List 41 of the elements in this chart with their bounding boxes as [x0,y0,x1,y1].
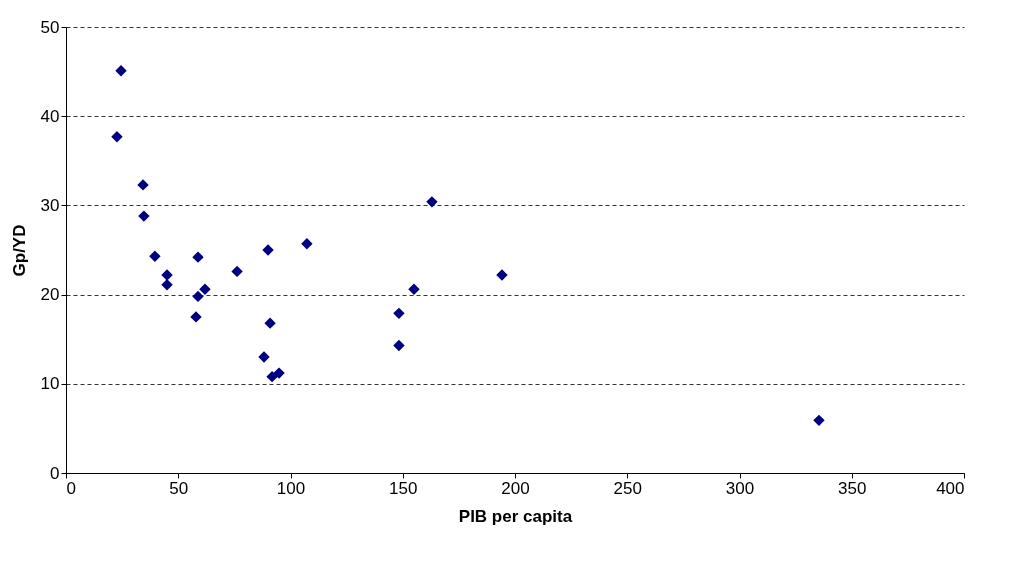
point [393,339,405,352]
point [149,250,161,262]
x-tick-label: 150 [389,478,418,498]
point [111,131,123,143]
point [408,283,420,295]
point [161,279,173,291]
x-tick-label: 100 [276,478,306,498]
point [262,244,274,256]
point [161,269,173,281]
point [190,311,202,323]
y-tick-label: 20 [40,285,60,305]
x-tick-label: 300 [725,478,755,498]
y-tick-label: 50 [40,17,60,37]
y-tick-label: 0 [50,463,60,483]
point [199,283,211,295]
y-tick-label: 40 [40,106,60,126]
x-tick-label: 200 [501,478,530,498]
point [266,370,278,383]
x-axis-title: PIB per capita [458,506,573,526]
point [138,210,150,222]
y-tick-label: 30 [40,195,60,215]
point [273,367,285,379]
x-tick-label: 400 [936,478,965,498]
point [264,317,276,329]
point [393,307,405,320]
point [258,351,270,363]
x-tick-label: 50 [169,478,189,498]
point [192,290,204,303]
x-tick-label: 350 [838,478,867,498]
x-tick-label: 250 [613,478,642,498]
y-axis-title: Gp/YD [9,224,29,277]
point [301,238,313,250]
point [496,269,508,281]
point [231,265,243,278]
point [192,251,204,263]
y-tick-label: 10 [40,374,60,394]
point [137,179,149,191]
point [426,196,438,208]
x-tick-label: 0 [66,478,76,498]
point [115,65,127,77]
point [813,414,825,427]
